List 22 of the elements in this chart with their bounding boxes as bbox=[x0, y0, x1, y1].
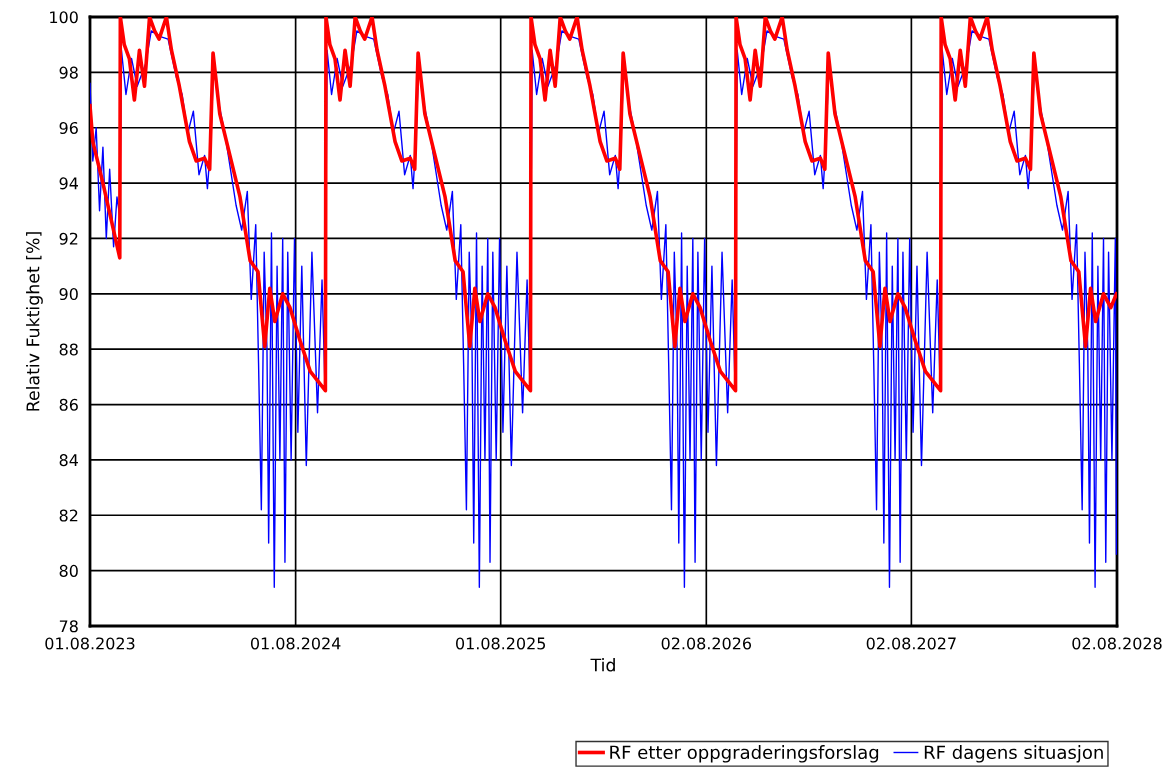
x-tick-label: 02.08.2026 bbox=[661, 637, 752, 650]
y-tick-label: 82 bbox=[59, 509, 78, 522]
x-tick-label: 02.08.2027 bbox=[866, 637, 956, 650]
y-tick-label: 92 bbox=[59, 232, 78, 245]
y-axis-title: Relativ Fuktighet [%] bbox=[26, 232, 43, 411]
y-tick-label: 98 bbox=[59, 66, 78, 79]
legend-label: RF etter oppgraderingsforslag bbox=[610, 745, 879, 763]
y-tick-label: 86 bbox=[59, 398, 78, 411]
y-tick-label: 90 bbox=[59, 288, 78, 301]
y-tick-label: 80 bbox=[59, 564, 78, 577]
legend-label: RF dagens situasjon bbox=[924, 745, 1103, 763]
y-tick-label: 84 bbox=[59, 454, 78, 467]
y-tick-label: 78 bbox=[59, 620, 78, 633]
x-tick-label: 01.08.2025 bbox=[456, 637, 546, 650]
x-tick-label: 01.08.2023 bbox=[45, 637, 135, 650]
y-tick-label: 100 bbox=[50, 11, 78, 24]
y-tick-label: 96 bbox=[59, 121, 78, 135]
x-axis-title: Tid bbox=[590, 658, 615, 672]
x-tick-label: 02.08.2028 bbox=[1072, 637, 1162, 650]
y-tick-label: 94 bbox=[59, 177, 78, 190]
x-tick-label: 01.08.2024 bbox=[250, 637, 341, 650]
y-tick-label: 88 bbox=[59, 343, 78, 356]
